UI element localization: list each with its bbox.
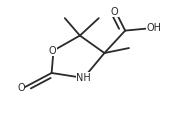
Text: O: O (49, 45, 56, 56)
Text: NH: NH (76, 73, 91, 83)
Text: O: O (111, 7, 119, 17)
Text: O: O (17, 83, 25, 93)
Text: OH: OH (147, 23, 162, 33)
